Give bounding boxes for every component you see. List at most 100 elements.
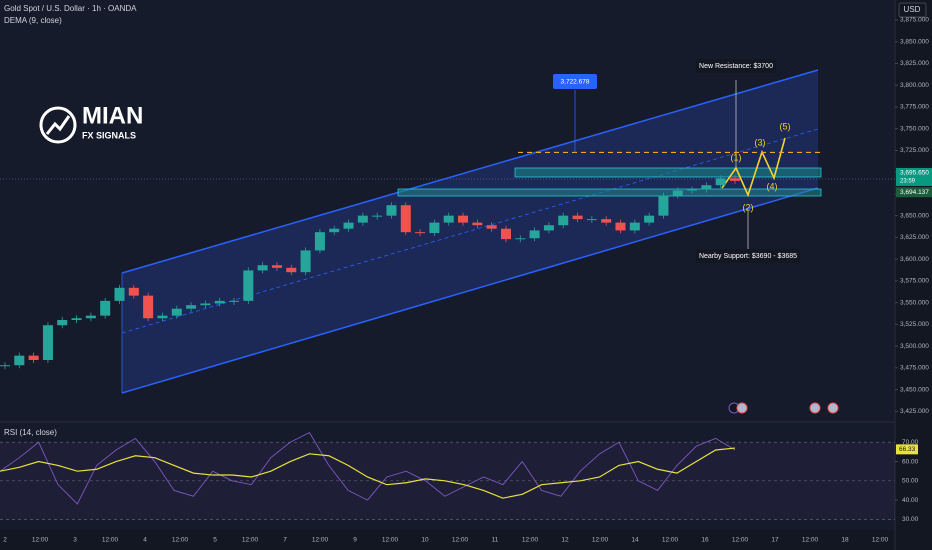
candle — [658, 195, 669, 216]
support-note: Nearby Support: $3690 - $3685 — [699, 253, 797, 260]
y-tick-label: 3,775.000 — [900, 104, 929, 111]
candle — [372, 215, 383, 217]
rsi-value-box — [896, 444, 918, 455]
y-tick-label: 3,600.000 — [900, 256, 929, 263]
candle — [429, 222, 440, 234]
note-box — [696, 59, 776, 73]
rsi-line — [0, 432, 736, 505]
last-price: 3,695.650 — [900, 170, 929, 177]
y-tick-label: 3,575.000 — [900, 278, 929, 285]
candle — [171, 308, 182, 316]
rsi-line — [0, 447, 736, 499]
y-tick-label: 3,500.000 — [900, 343, 929, 350]
candle — [0, 365, 11, 367]
candle — [186, 305, 197, 309]
candle — [128, 287, 139, 296]
x-tick-label: 17 — [771, 537, 779, 544]
last-price-box — [896, 167, 932, 186]
x-tick-label: 12:00 — [452, 537, 469, 544]
x-tick-label: 12:00 — [522, 537, 539, 544]
candle — [543, 225, 554, 231]
measure-box — [553, 74, 597, 89]
event-icon[interactable] — [736, 402, 748, 414]
y-tick-label: 3,800.000 — [900, 82, 929, 89]
channel-upper — [121, 69, 819, 274]
candle — [729, 178, 741, 181]
support-zone — [397, 188, 822, 197]
candle — [114, 287, 125, 301]
candle — [214, 300, 225, 304]
x-tick-label: 12:00 — [172, 537, 189, 544]
candle — [300, 250, 311, 273]
logo: MIAN FX SIGNALS — [39, 102, 143, 144]
symbol-title: Gold Spot / U.S. Dollar · 1h · OANDA — [4, 4, 137, 13]
candle — [586, 219, 597, 221]
candle — [572, 215, 583, 220]
x-tick-label: 12:00 — [312, 537, 329, 544]
y-tick-label: 3,875.000 — [900, 17, 929, 24]
x-tick-label: 10 — [421, 537, 429, 544]
candle — [42, 325, 53, 360]
currency: USD — [904, 5, 921, 14]
y-tick-label: 60.00 — [902, 458, 919, 465]
x-tick-label: 12:00 — [732, 537, 749, 544]
y-tick-label: 3,550.000 — [900, 299, 929, 306]
price-axis-bg — [895, 0, 932, 550]
candle — [200, 303, 211, 306]
channel-lower — [121, 187, 819, 394]
candle — [601, 219, 612, 223]
candle — [629, 222, 640, 231]
y-tick-label: 3,850.000 — [900, 38, 929, 45]
candle — [100, 300, 111, 316]
candle — [615, 222, 626, 231]
wave-label: (2) — [743, 202, 754, 212]
x-tick-label: 5 — [213, 537, 217, 544]
candle — [458, 215, 469, 223]
candle — [529, 230, 540, 239]
y-tick-label: 3,725.000 — [900, 147, 929, 154]
candle — [715, 178, 726, 186]
logo-tagline: FX SIGNALS — [82, 130, 136, 140]
x-tick-label: 12 — [561, 537, 569, 544]
measure-label: 3,722.678 — [561, 79, 590, 86]
x-tick-label: 16 — [701, 537, 709, 544]
candle — [357, 215, 368, 223]
candle — [386, 205, 397, 216]
candle — [443, 215, 454, 223]
x-tick-label: 11 — [492, 537, 499, 544]
x-tick-label: 12:00 — [802, 537, 819, 544]
currency-box[interactable] — [898, 2, 927, 18]
candle — [257, 265, 268, 271]
y-tick-label: 40.00 — [902, 497, 919, 504]
candle — [415, 232, 426, 234]
dema-price: 3,694.137 — [900, 189, 929, 196]
event-icon[interactable] — [827, 402, 839, 414]
candle — [515, 238, 526, 240]
x-tick-label: 7 — [283, 537, 287, 544]
x-tick-label: 14 — [631, 537, 639, 544]
countdown: 23:59 — [900, 179, 916, 185]
y-tick-label: 70.00 — [902, 439, 919, 446]
candle — [644, 215, 655, 223]
wave-label: (3) — [755, 137, 766, 147]
candle — [143, 295, 154, 319]
x-tick-label: 3 — [73, 537, 77, 544]
candle — [157, 315, 168, 319]
candle — [343, 222, 354, 229]
candle — [243, 270, 254, 301]
wave-projection — [721, 137, 786, 198]
event-icon[interactable] — [809, 402, 821, 414]
x-tick-label: 18 — [841, 537, 849, 544]
channel-fill — [122, 70, 818, 393]
time-axis-bg — [0, 530, 932, 550]
wave-labels: (1) (2) (3) (4) (5) — [731, 121, 791, 212]
x-tick-label: 12:00 — [32, 537, 49, 544]
resistance-note: New Resistance: $3700 — [699, 63, 773, 70]
x-tick-label: 4 — [143, 537, 147, 544]
candle — [85, 315, 96, 319]
candle — [14, 355, 25, 366]
x-tick-label: 12:00 — [382, 537, 399, 544]
candle — [687, 189, 698, 191]
